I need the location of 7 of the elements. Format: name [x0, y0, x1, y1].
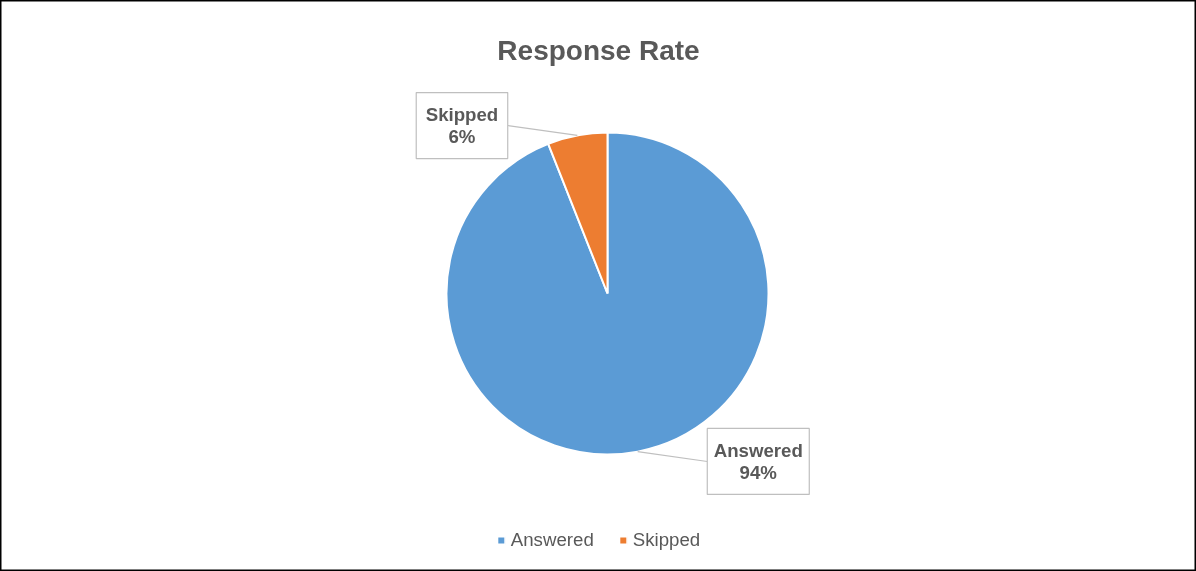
- data-label: 94%: [739, 461, 778, 483]
- slice-label: Skipped: [425, 104, 499, 126]
- data-label: 6%: [448, 126, 476, 148]
- chart-title: Response Rate: [497, 35, 700, 66]
- legend-label: Skipped: [632, 529, 701, 551]
- legend-label: Answered: [510, 529, 594, 551]
- slice-label: Answered: [713, 439, 803, 461]
